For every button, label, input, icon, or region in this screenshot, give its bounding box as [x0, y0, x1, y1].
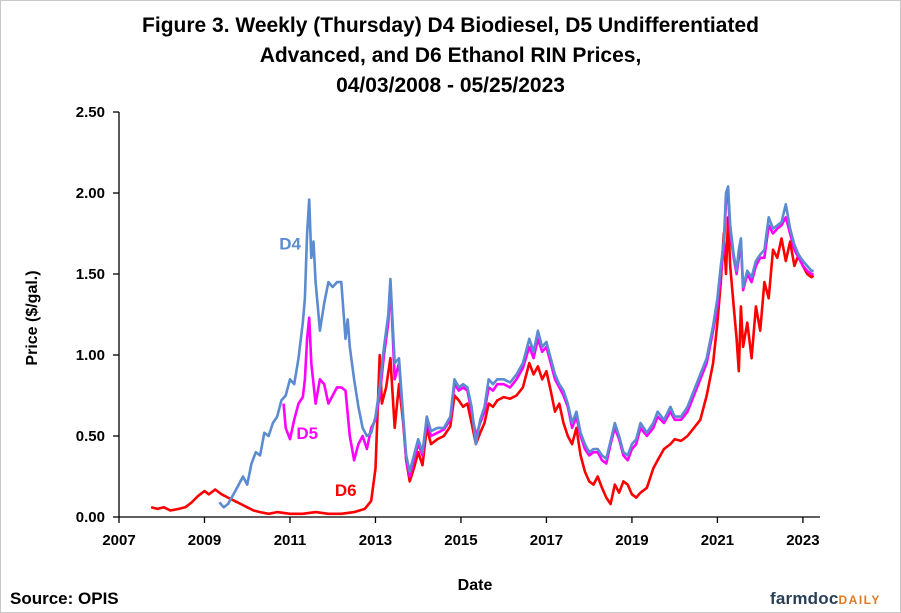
x-tick-label: 2011 — [274, 532, 307, 549]
series-line-d5 — [282, 191, 814, 478]
series-label-d5: D5 — [296, 424, 318, 443]
chart-title-line-3: 04/03/2008 - 05/25/2023 — [336, 74, 565, 97]
series-layer — [150, 185, 815, 516]
x-tick-label: 2019 — [615, 532, 648, 549]
x-tick-label: 2013 — [359, 532, 392, 549]
axes-layer: 0.00 0.50 1.00 1.50 2.00 2.50 2007 2009 2011 2013… — [76, 104, 820, 549]
brand-part-2: DAILY — [838, 593, 881, 607]
x-tick-label: 2017 — [530, 532, 563, 549]
y-tick-label: 1.50 — [76, 266, 105, 283]
label-layer: D6 D5 D4 — [279, 235, 356, 500]
chart-title-line-2: Advanced, and D6 Ethanol RIN Prices, — [259, 44, 642, 67]
y-tick-label: 2.00 — [76, 185, 105, 202]
x-tick-label: 2007 — [102, 532, 135, 549]
series-line-d4 — [218, 185, 814, 509]
y-tick-label: 0.50 — [76, 428, 105, 445]
x-tick-label: 2021 — [701, 532, 734, 549]
y-tick-label: 1.00 — [76, 347, 105, 364]
x-axis-title: Date — [458, 577, 493, 594]
series-line-d6 — [150, 216, 815, 516]
y-axis-title: Price ($/gal.) — [24, 270, 41, 365]
chart-title-line-1: Figure 3. Weekly (Thursday) D4 Biodiesel… — [142, 14, 759, 37]
x-tick-label: 2015 — [444, 532, 477, 549]
y-tick-label: 2.50 — [76, 104, 105, 121]
y-tick-label: 0.00 — [76, 509, 105, 526]
farmdoc-daily-logo: farmdocDAILY — [770, 589, 881, 609]
series-label-d6: D6 — [335, 481, 357, 500]
x-tick-label: 2023 — [786, 532, 819, 549]
source-note: Source: OPIS — [10, 589, 119, 608]
series-label-d4: D4 — [279, 235, 301, 254]
x-tick-label: 2009 — [188, 532, 221, 549]
brand-part-1: farmdoc — [770, 589, 839, 608]
